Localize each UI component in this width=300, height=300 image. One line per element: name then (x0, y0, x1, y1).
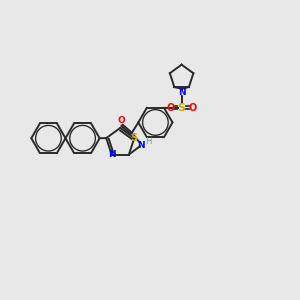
Text: N: N (137, 141, 145, 150)
Text: N: N (178, 88, 185, 97)
Text: S: S (178, 103, 186, 113)
Text: O: O (118, 116, 126, 125)
Text: O: O (189, 103, 197, 113)
Text: O: O (166, 103, 175, 113)
Text: H: H (146, 137, 152, 146)
Text: S: S (131, 133, 138, 143)
Text: N: N (108, 150, 116, 159)
